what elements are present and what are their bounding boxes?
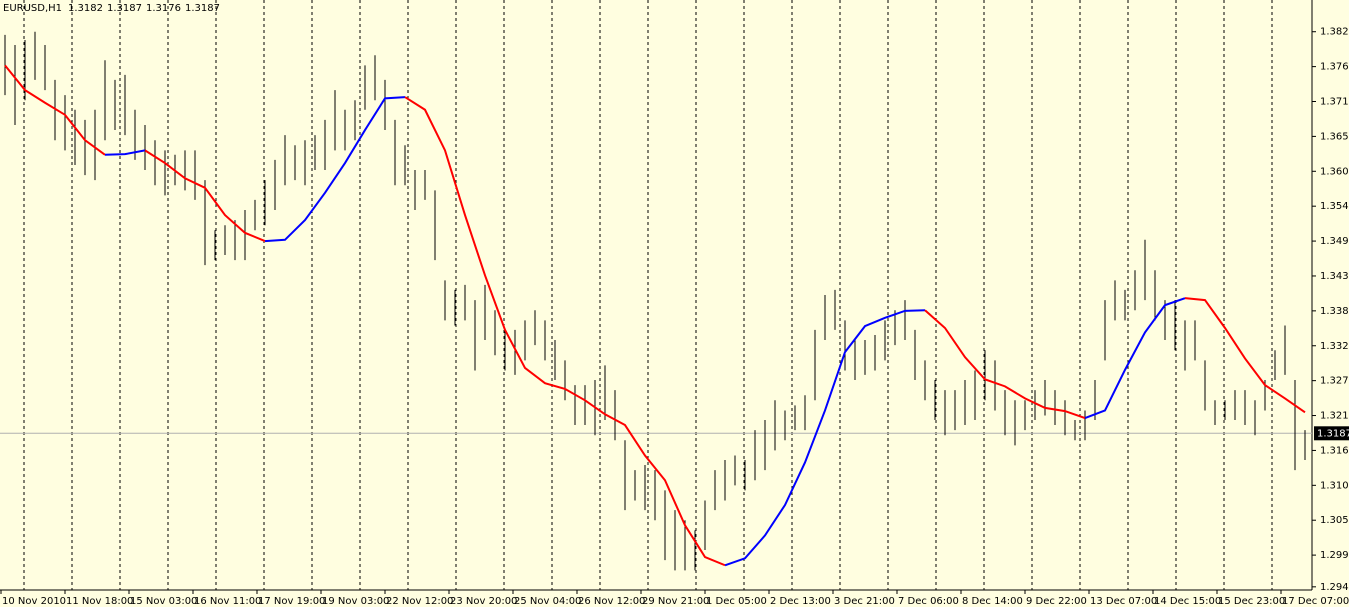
y-tick-label: 1.3270 (1320, 376, 1349, 387)
day-separators (23, 0, 1273, 590)
x-tick-label: 22 Nov 12:00 (386, 596, 453, 607)
x-tick-label: 11 Nov 18:00 (66, 596, 133, 607)
y-tick-label: 1.3765 (1320, 62, 1349, 73)
x-tick-label: 17 Dec 07:00 (1282, 596, 1349, 607)
y-tick-label: 1.3600 (1320, 166, 1349, 177)
y-tick-label: 1.3820 (1320, 27, 1349, 38)
y-tick-label: 1.3160 (1320, 445, 1349, 456)
moving-average (104, 149, 146, 156)
y-tick-label: 1.2995 (1320, 550, 1349, 561)
current-price-label: 1.3187 (1317, 428, 1349, 439)
y-tick-label: 1.3215 (1320, 411, 1349, 422)
x-tick-label: 17 Nov 19:00 (258, 596, 325, 607)
x-tick-label: 23 Nov 20:00 (450, 596, 517, 607)
x-tick-label: 16 Nov 11:00 (194, 596, 261, 607)
x-tick-label: 19 Nov 03:00 (322, 596, 389, 607)
low: 1.3176 (146, 3, 181, 14)
y-tick-label: 1.2945 (1320, 582, 1349, 593)
y-tick-label: 1.3490 (1320, 236, 1349, 247)
x-tick-label: 15 Dec 23:00 (1218, 596, 1285, 607)
x-tick-label: 14 Dec 15:00 (1154, 596, 1221, 607)
moving-average (1184, 297, 1306, 414)
y-tick-label: 1.3710 (1320, 97, 1349, 108)
x-tick-label: 7 Dec 06:00 (898, 596, 959, 607)
moving-average (264, 96, 406, 243)
moving-average (724, 309, 926, 567)
x-tick-label: 8 Dec 14:00 (962, 596, 1023, 607)
x-tick-label: 26 Nov 12:00 (578, 596, 645, 607)
open: 1.3182 (68, 3, 103, 14)
y-tick-label: 1.3435 (1320, 271, 1349, 282)
y-tick-label: 1.3105 (1320, 480, 1349, 491)
x-tick-label: 2 Dec 13:00 (770, 596, 831, 607)
x-tick-label: 9 Dec 22:00 (1026, 596, 1087, 607)
x-tick-label: 10 Nov 2010 (2, 596, 66, 607)
moving-average (4, 64, 106, 156)
current-price-box (1314, 426, 1349, 441)
y-tick-label: 1.3325 (1320, 341, 1349, 352)
x-tick-label: 3 Dec 21:00 (834, 596, 895, 607)
symbol: EURUSD,H1 (3, 3, 62, 14)
x-tick-label: 13 Dec 07:00 (1090, 596, 1157, 607)
high: 1.3187 (107, 3, 142, 14)
y-tick-label: 1.3545 (1320, 201, 1349, 212)
y-tick-label: 1.3050 (1320, 515, 1349, 526)
moving-average (144, 149, 266, 242)
chart-header: EURUSD,H1 1.3182 1.3187 1.3176 1.3187 (3, 3, 220, 14)
x-tick-label: 29 Nov 21:00 (642, 596, 709, 607)
moving-average (404, 96, 726, 567)
y-tick-label: 1.3380 (1320, 306, 1349, 317)
close: 1.3187 (185, 3, 220, 14)
x-tick-label: 1 Dec 05:00 (706, 596, 767, 607)
moving-average (1084, 297, 1186, 420)
y-tick-label: 1.3655 (1320, 131, 1349, 142)
moving-average (924, 309, 1086, 420)
x-tick-label: 25 Nov 04:00 (514, 596, 581, 607)
x-tick-label: 15 Nov 03:00 (130, 596, 197, 607)
